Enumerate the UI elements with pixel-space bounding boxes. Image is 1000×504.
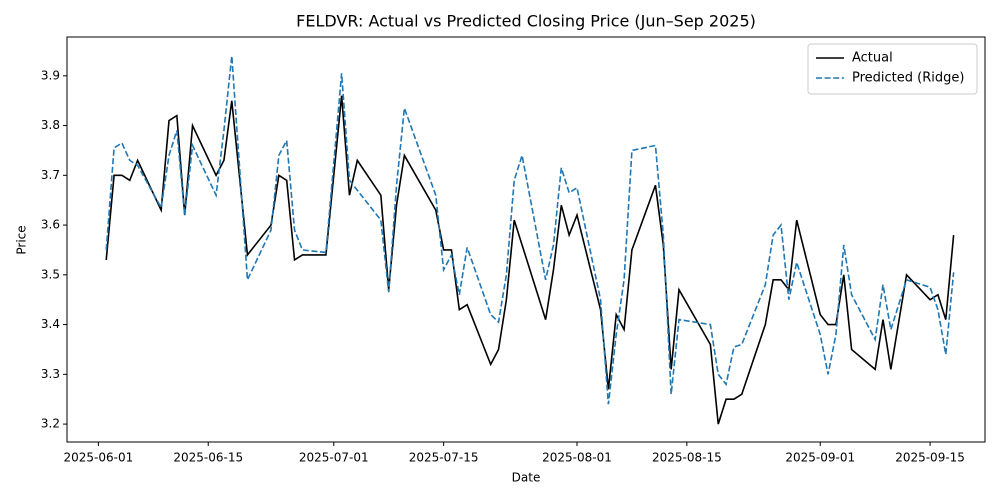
x-axis-label: Date — [512, 471, 541, 485]
y-tick-label: 3.6 — [41, 218, 60, 232]
legend-label: Actual — [852, 51, 893, 66]
series-line — [105, 95, 955, 425]
chart-title: FELDVR: Actual vs Predicted Closing Pric… — [296, 12, 756, 31]
y-tick-label: 3.2 — [41, 417, 60, 431]
legend-box — [807, 43, 978, 95]
y-tick-label: 3.3 — [41, 367, 60, 381]
y-tick-label: 3.7 — [41, 168, 60, 182]
x-tick-label: 2025-07-15 — [409, 451, 479, 465]
y-tick-label: 3.5 — [41, 267, 60, 281]
legend-label: Predicted (Ridge) — [852, 71, 964, 86]
y-tick-label: 3.9 — [41, 68, 60, 82]
x-tick-label: 2025-09-15 — [895, 451, 965, 465]
y-tick-label: 3.8 — [41, 118, 60, 132]
x-tick-label: 2025-08-15 — [652, 451, 722, 465]
series-line — [105, 55, 955, 405]
x-tick-label: 2025-07-01 — [299, 451, 369, 465]
plot-frame — [66, 36, 986, 443]
x-tick-label: 2025-09-01 — [785, 451, 855, 465]
x-tick-label: 2025-06-15 — [173, 451, 243, 465]
y-axis-label: Price — [15, 225, 29, 254]
x-tick-label: 2025-08-01 — [542, 451, 612, 465]
y-tick-label: 3.4 — [41, 317, 60, 331]
x-tick-label: 2025-06-01 — [64, 451, 134, 465]
